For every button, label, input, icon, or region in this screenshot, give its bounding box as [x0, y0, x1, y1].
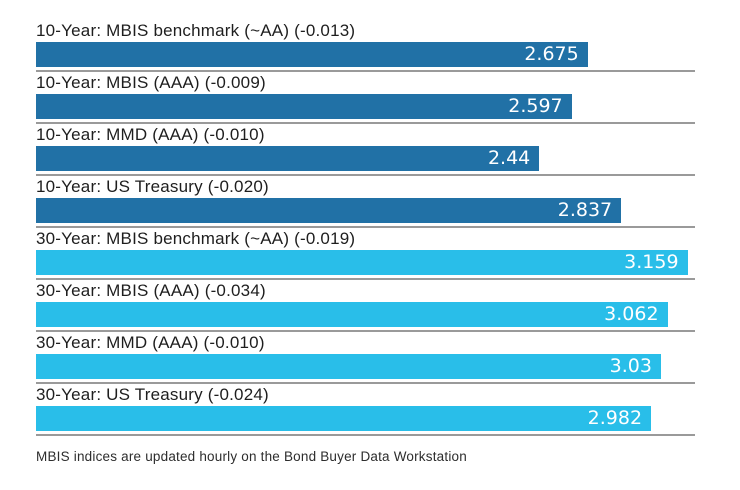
- bar-value-label: 2.597: [508, 95, 563, 117]
- bar-value-label: 2.44: [487, 147, 531, 169]
- chart-row: 10-Year: MBIS benchmark (~AA) (-0.013) 2…: [36, 20, 695, 72]
- chart-row: 30-Year: MBIS (AAA) (-0.034) 3.062: [36, 280, 695, 332]
- bar-label: 10-Year: MBIS benchmark (~AA) (-0.013): [36, 21, 356, 40]
- bar: 2.837: [36, 198, 622, 223]
- bar: 2.982: [36, 406, 652, 431]
- bar-label: 10-Year: MBIS (AAA) (-0.009): [36, 73, 266, 92]
- bar: 2.597: [36, 94, 572, 119]
- bar-value-label: 2.675: [524, 43, 579, 65]
- chart-row: 30-Year: US Treasury (-0.024) 2.982: [36, 384, 695, 436]
- bar: 2.675: [36, 42, 588, 67]
- bar-value-label: 3.062: [604, 303, 659, 325]
- bar-label: 30-Year: MBIS (AAA) (-0.034): [36, 281, 266, 300]
- bar-label: 30-Year: MBIS benchmark (~AA) (-0.019): [36, 229, 356, 248]
- chart-rows: 10-Year: MBIS benchmark (~AA) (-0.013) 2…: [36, 20, 695, 436]
- bar-label: 30-Year: US Treasury (-0.024): [36, 385, 269, 404]
- chart-row: 30-Year: MBIS benchmark (~AA) (-0.019) 3…: [36, 228, 695, 280]
- bar: 3.03: [36, 354, 661, 379]
- bar-value-label: 2.837: [557, 199, 613, 221]
- bar: 2.44: [36, 146, 540, 171]
- chart-row: 10-Year: MBIS (AAA) (-0.009) 2.597: [36, 72, 695, 124]
- bar-label: 30-Year: MMD (AAA) (-0.010): [36, 333, 265, 352]
- bar-label: 10-Year: US Treasury (-0.020): [36, 177, 269, 196]
- bar-value-label: 3.159: [624, 251, 679, 273]
- bar-value-label: 2.982: [587, 407, 643, 429]
- bar-value-label: 3.03: [609, 355, 652, 377]
- bar: 3.062: [36, 302, 668, 327]
- chart-row: 30-Year: MMD (AAA) (-0.010) 3.03: [36, 332, 695, 384]
- chart-row: 10-Year: MMD (AAA) (-0.010) 2.44: [36, 124, 695, 176]
- bar: 3.159: [36, 250, 688, 275]
- chart-footnote: MBIS indices are updated hourly on the B…: [36, 449, 467, 464]
- chart-row: 10-Year: US Treasury (-0.020) 2.837: [36, 176, 695, 228]
- bar-label: 10-Year: MMD (AAA) (-0.010): [36, 125, 265, 144]
